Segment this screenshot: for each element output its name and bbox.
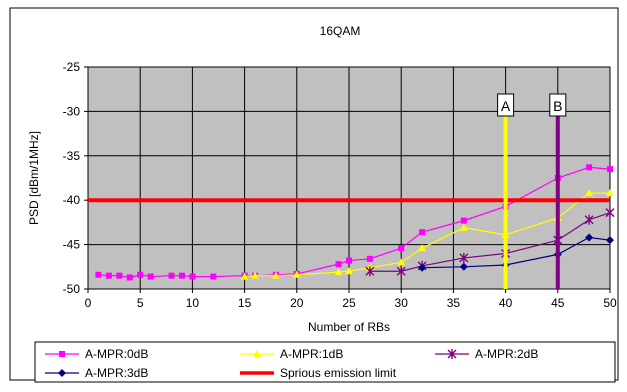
series-line bbox=[369, 212, 611, 272]
legend-marker bbox=[59, 351, 65, 357]
x-axis-label: Number of RBs bbox=[308, 320, 390, 334]
x-tick-label: 25 bbox=[342, 296, 356, 310]
data-point bbox=[168, 272, 175, 279]
data-point bbox=[607, 166, 613, 173]
legend-item-4: Sprious emission limit bbox=[240, 366, 397, 380]
legend-marker bbox=[58, 369, 66, 377]
x-tick-label: 35 bbox=[447, 296, 461, 310]
x-tick-label: 20 bbox=[290, 296, 304, 310]
annotation-box-A bbox=[497, 93, 515, 117]
x-tick-label: 5 bbox=[137, 296, 144, 310]
data-point bbox=[459, 223, 468, 231]
x-tick-label: 40 bbox=[499, 296, 513, 310]
y-tick-label: -45 bbox=[63, 238, 81, 252]
legend-marker bbox=[447, 349, 457, 359]
data-point bbox=[459, 252, 469, 263]
annotation-label: B bbox=[553, 98, 562, 114]
data-point bbox=[271, 271, 280, 279]
legend-label: A-MPR:1dB bbox=[280, 347, 343, 361]
annotation-label: A bbox=[501, 98, 511, 114]
data-point bbox=[95, 271, 102, 278]
data-point bbox=[365, 266, 375, 277]
series-line bbox=[244, 192, 610, 278]
data-point bbox=[345, 267, 353, 275]
data-point bbox=[137, 271, 144, 278]
data-point bbox=[334, 268, 343, 276]
legend-item-0: A-MPR:0dB bbox=[45, 347, 148, 361]
legend-item-3: A-MPR:3dB bbox=[45, 366, 148, 380]
data-point bbox=[606, 189, 614, 197]
y-tick-label: -35 bbox=[63, 149, 81, 163]
annotation-box-B bbox=[549, 93, 567, 117]
data-point bbox=[419, 229, 426, 236]
data-point bbox=[459, 262, 468, 271]
legend-label: A-MPR:3dB bbox=[85, 366, 148, 380]
data-point bbox=[606, 236, 614, 245]
legend-box bbox=[34, 341, 616, 383]
data-point bbox=[126, 274, 133, 281]
data-point bbox=[178, 272, 185, 279]
x-tick-label: 45 bbox=[551, 296, 565, 310]
data-point bbox=[460, 217, 467, 224]
x-tick-label: 15 bbox=[238, 296, 252, 310]
data-point bbox=[189, 273, 196, 280]
data-point bbox=[585, 189, 594, 197]
data-point bbox=[396, 266, 406, 277]
x-axis: 0 5 10 15 20 25 30 35 40 45 50 bbox=[85, 289, 617, 310]
legend-marker bbox=[253, 350, 261, 357]
y-axis: -50 -45 -40 -35 -30 -25 bbox=[63, 60, 88, 296]
data-point bbox=[397, 258, 406, 266]
data-point bbox=[147, 273, 154, 280]
data-point bbox=[346, 257, 352, 264]
data-point bbox=[585, 233, 594, 242]
series-2 bbox=[365, 207, 615, 277]
data-point bbox=[366, 255, 373, 262]
legend-label: A-MPR:2dB bbox=[475, 347, 538, 361]
data-point bbox=[116, 272, 123, 279]
data-point bbox=[335, 261, 342, 268]
legend-item-2: A-MPR:2dB bbox=[435, 347, 538, 361]
data-point bbox=[586, 164, 593, 171]
legend-label: A-MPR:0dB bbox=[85, 347, 148, 361]
x-tick-label: 10 bbox=[186, 296, 200, 310]
data-point bbox=[240, 272, 249, 280]
data-point bbox=[584, 214, 594, 225]
y-tick-label: -30 bbox=[63, 104, 81, 118]
data-point bbox=[418, 244, 427, 252]
legend-item-1: A-MPR:1dB bbox=[240, 347, 343, 361]
data-point bbox=[398, 245, 405, 252]
plot-area bbox=[87, 66, 611, 290]
data-point bbox=[418, 263, 427, 272]
legend: A-MPR:0dB A-MPR:1dB A-MPR:2dB A-MPR:3dB Spri… bbox=[34, 341, 616, 383]
y-tick-label: -25 bbox=[63, 60, 81, 74]
data-point bbox=[251, 271, 260, 279]
data-point bbox=[292, 270, 301, 278]
y-axis-label: PSD [dBm/1MHz] bbox=[27, 131, 41, 225]
data-point bbox=[605, 207, 615, 218]
data-point bbox=[210, 273, 217, 280]
x-tick-label: 30 bbox=[395, 296, 409, 310]
y-tick-label: -40 bbox=[63, 193, 81, 207]
chart-title: 16QAM bbox=[320, 24, 361, 38]
legend-label: Sprious emission limit bbox=[280, 366, 397, 380]
x-tick-label: 0 bbox=[85, 296, 92, 310]
x-tick-label: 50 bbox=[603, 296, 617, 310]
data-point bbox=[105, 272, 112, 279]
y-tick-label: -50 bbox=[63, 282, 81, 296]
